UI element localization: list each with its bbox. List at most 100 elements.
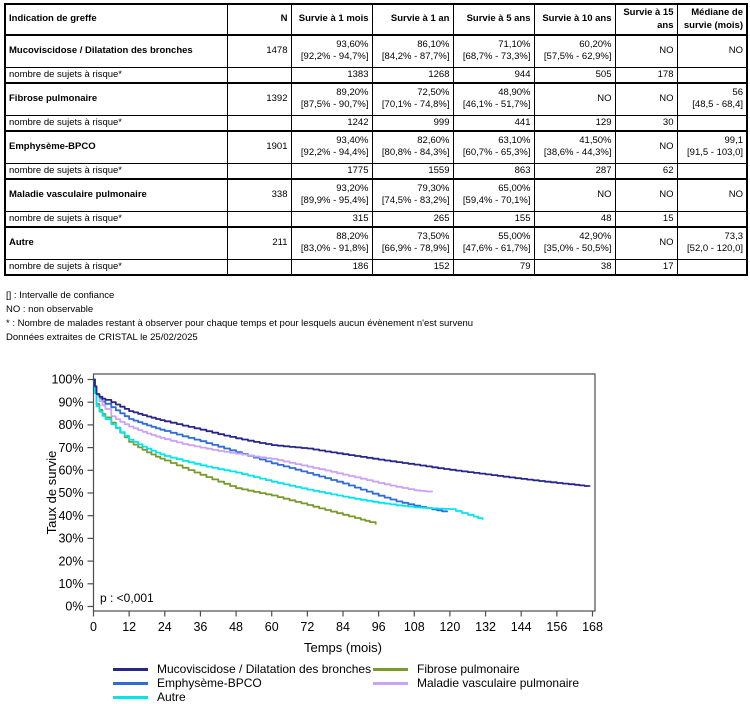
indication-row: Autre 211 88,20% [83,0% - 91,8%] 73,50% [66,9… <box>4 226 748 260</box>
header-cell: N <box>226 3 292 36</box>
risk-value-cell: 186 <box>290 258 373 276</box>
footnote-ci: [] : Intervalle de confiance <box>6 290 115 301</box>
header-cell: Indication de greffe <box>4 3 228 36</box>
p-value-annotation: p : <0,001 <box>100 591 154 605</box>
n-cell: 1901 <box>226 130 292 164</box>
risk-row: nombre de sujets à risque* 1383 1268 944 505… <box>4 66 748 84</box>
risk-value-cell: 38 <box>533 258 616 276</box>
legend-label: Mucoviscidose / Dilatation des bronches <box>157 662 372 676</box>
y-axis-tick-label: 40% <box>58 509 83 523</box>
survival-curve <box>93 378 377 525</box>
risk-value-cell <box>676 162 748 180</box>
risk-label-cell: nombre de sujets à risque* <box>4 210 228 228</box>
value-cell: NO <box>614 130 678 164</box>
value-cell: 82,60% [80,8% - 84,3%] <box>371 130 454 164</box>
x-axis-label: Temps (mois) <box>304 640 382 655</box>
value-cell: NO <box>533 178 616 212</box>
legend-line-swatch <box>113 681 148 685</box>
y-axis-tick-label: 60% <box>58 464 83 478</box>
plot-border <box>92 373 596 612</box>
footnote-source: Données extraites de CRISTAL le 25/02/20… <box>6 332 198 343</box>
survival-curve <box>93 378 448 513</box>
risk-value-cell: 178 <box>614 66 678 84</box>
indication-row: Fibrose pulmonaire 1392 89,20% [87,5% - 90,… <box>4 82 748 116</box>
indication-cell: Fibrose pulmonaire <box>4 82 228 116</box>
header-cell: Survie à 15 ans <box>614 3 678 36</box>
legend-item: Fibrose pulmonaire <box>373 663 703 675</box>
x-axis-tick-label: 108 <box>404 620 425 634</box>
risk-value-cell: 155 <box>452 210 535 228</box>
risk-value-cell: 265 <box>371 210 454 228</box>
n-cell: 211 <box>226 226 292 260</box>
x-axis-tick-label: 24 <box>158 620 172 634</box>
risk-value-cell: 30 <box>614 114 678 132</box>
legend-line-swatch <box>373 681 408 685</box>
x-axis-tick-label: 12 <box>122 620 136 634</box>
value-cell: NO <box>614 34 678 68</box>
value-cell: 60,20% [57,5% - 62,9%] <box>533 34 616 68</box>
x-axis-tick-label: 48 <box>229 620 243 634</box>
value-cell: 72,50% [70,1% - 74,8%] <box>371 82 454 116</box>
value-cell: 89,20% [87,5% - 90,7%] <box>290 82 373 116</box>
header-row: Indication de greffe N Survie à 1 mois Surv… <box>4 3 748 36</box>
risk-label-cell: nombre de sujets à risque* <box>4 114 228 132</box>
legend-item: Emphysème-BPCO <box>113 677 373 689</box>
survival-table: Indication de greffe N Survie à 1 mois Surv… <box>4 3 748 276</box>
y-axis-tick-label: 0% <box>65 600 83 614</box>
y-axis-tick-label: 100% <box>52 373 84 387</box>
risk-row: nombre de sujets à risque* 1242 999 441 129 3… <box>4 114 748 132</box>
risk-label-cell: nombre de sujets à risque* <box>4 258 228 276</box>
risk-label-cell: nombre de sujets à risque* <box>4 66 228 84</box>
footnote-no: NO : non observable <box>6 304 94 315</box>
x-axis-tick-label: 84 <box>336 620 350 634</box>
legend-label: Emphysème-BPCO <box>157 676 262 690</box>
survival-chart: 0% 10% 20% 30% 40% 50% 60% 70% 80% 90% 100% 0 12 24 36… <box>44 373 603 655</box>
risk-value-cell: 79 <box>452 258 535 276</box>
value-cell: 55,00% [47,6% - 61,7%] <box>452 226 535 260</box>
x-axis-tick-label: 36 <box>193 620 207 634</box>
survival-curve <box>93 378 484 520</box>
header-cell: Survie à 10 ans <box>533 3 616 36</box>
risk-row: nombre de sujets à risque* 1775 1559 863 287… <box>4 162 748 180</box>
risk-label-cell: nombre de sujets à risque* <box>4 162 228 180</box>
n-cell: 1392 <box>226 82 292 116</box>
legend-item: Mucoviscidose / Dilatation des bronches <box>113 663 373 675</box>
indication-cell: Maladie vasculaire pulmonaire <box>4 178 228 212</box>
risk-value-cell: 129 <box>533 114 616 132</box>
legend-item: Maladie vasculaire pulmonaire <box>373 677 703 689</box>
risk-value-cell: 48 <box>533 210 616 228</box>
header-cell: Médiane de survie (mois) <box>676 3 748 36</box>
legend-line-swatch <box>373 667 408 671</box>
footnote-risk: * : Nombre de malades restant à observer… <box>6 318 474 329</box>
indication-row: Mucoviscidose / Dilatation des bronches 1… <box>4 34 748 68</box>
risk-row: nombre de sujets à risque* 186 152 79 38 17 <box>4 258 748 276</box>
legend-line-swatch <box>113 667 148 671</box>
value-cell: 71,10% [68,7% - 73,3%] <box>452 34 535 68</box>
risk-value-cell: 1242 <box>290 114 373 132</box>
legend-label: Fibrose pulmonaire <box>417 662 520 676</box>
value-cell: 42,90% [35,0% - 50,5%] <box>533 226 616 260</box>
risk-value-cell: 999 <box>371 114 454 132</box>
risk-value-cell: 505 <box>533 66 616 84</box>
x-axis-tick-label: 120 <box>439 620 460 634</box>
risk-value-cell: 17 <box>614 258 678 276</box>
risk-value-cell: 1775 <box>290 162 373 180</box>
value-cell: 56 [48,5 - 68,4] <box>676 82 748 116</box>
value-cell: NO <box>614 178 678 212</box>
value-cell: NO <box>676 178 748 212</box>
y-axis-tick-label: 80% <box>58 418 83 432</box>
header-cell: Survie à 5 ans <box>452 3 535 36</box>
y-axis-tick-label: 70% <box>58 441 83 455</box>
x-axis-tick-label: 132 <box>475 620 496 634</box>
risk-value-cell: 15 <box>614 210 678 228</box>
value-cell: NO <box>676 34 748 68</box>
risk-value-cell: 315 <box>290 210 373 228</box>
x-axis-tick-label: 60 <box>265 620 279 634</box>
y-axis-tick-label: 30% <box>58 532 83 546</box>
value-cell: 73,50% [66,9% - 78,9%] <box>371 226 454 260</box>
y-axis-tick-label: 50% <box>58 486 83 500</box>
legend-label: Autre <box>157 690 186 704</box>
value-cell: 73,3 [52,0 - 120,0] <box>676 226 748 260</box>
risk-value-cell: 1383 <box>290 66 373 84</box>
